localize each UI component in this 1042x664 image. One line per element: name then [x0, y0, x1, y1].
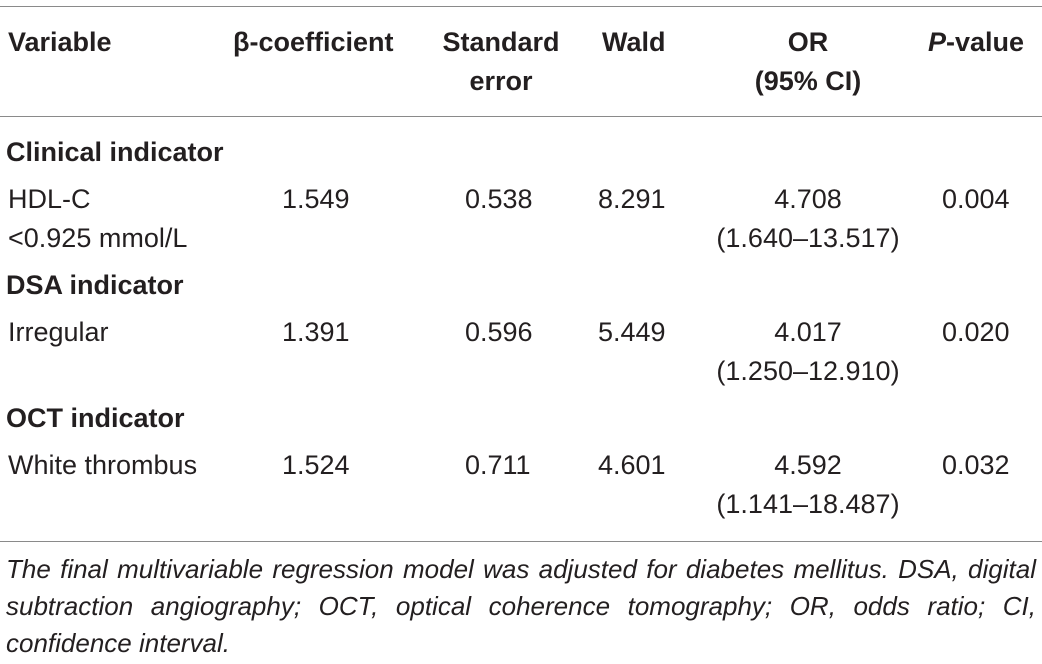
header-se-line1: Standard [442, 27, 560, 57]
header-variable: Variable [8, 27, 112, 57]
header-rule [0, 116, 1042, 117]
row-3-beta: 1.524 [282, 450, 350, 480]
header-p-value: P-value [928, 23, 1024, 62]
section-dsa-indicator: DSA indicator [6, 270, 184, 300]
row-2-se: 0.596 [465, 317, 533, 347]
top-rule [0, 6, 1042, 7]
row-1-wald: 8.291 [598, 184, 666, 214]
row-1-variable-line1: HDL-C [8, 184, 91, 214]
row-3-p: 0.032 [942, 450, 1010, 480]
row-3-se: 0.711 [465, 450, 531, 480]
row-2-wald: 5.449 [598, 317, 666, 347]
header-p-letter: P [928, 27, 947, 57]
header-se-line2: error [469, 66, 533, 96]
row-1-se: 0.538 [465, 184, 533, 214]
row-2-beta: 1.391 [282, 317, 350, 347]
header-beta: β-coefficient [233, 27, 394, 57]
header-or-line1: OR [787, 27, 829, 57]
row-3-ci: (1.141–18.487) [716, 489, 900, 519]
row-3-wald: 4.601 [598, 450, 666, 480]
row-1-ci: (1.640–13.517) [716, 223, 900, 253]
row-1-beta: 1.549 [282, 184, 350, 214]
row-2-variable-line1: Irregular [8, 317, 109, 347]
row-2-ci: (1.250–12.910) [716, 356, 900, 386]
table-footnote: The final multivariable regression model… [6, 554, 1036, 658]
row-1-p: 0.004 [942, 184, 1010, 214]
row-1-variable-line2: <0.925 mmol/L [8, 223, 188, 253]
row-3-variable-line1: White thrombus [8, 450, 198, 480]
row-2-p: 0.020 [942, 317, 1010, 347]
header-or-line2: (95% CI) [754, 66, 862, 96]
row-2-or: 4.017 [774, 317, 842, 347]
section-clinical-indicator: Clinical indicator [6, 137, 224, 167]
header-wald: Wald [602, 27, 666, 57]
row-1-or: 4.708 [774, 184, 842, 214]
section-oct-indicator: OCT indicator [6, 403, 185, 433]
header-p-suffix: -value [946, 27, 1025, 57]
bottom-rule [0, 541, 1042, 542]
row-3-or: 4.592 [774, 450, 842, 480]
